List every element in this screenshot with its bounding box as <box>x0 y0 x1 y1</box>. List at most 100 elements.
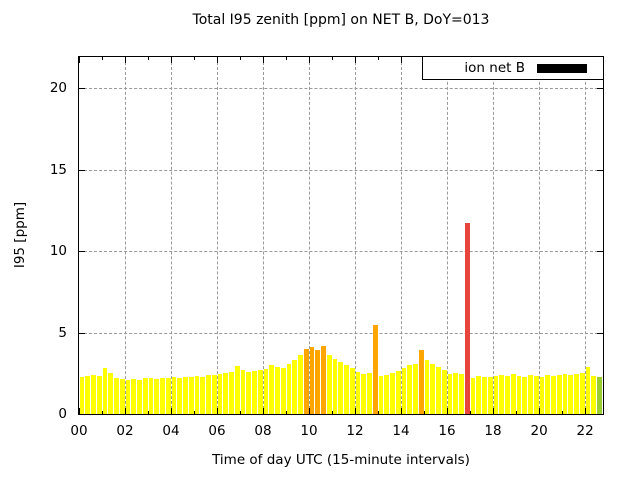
x-tick-top <box>194 57 195 60</box>
bar-01:45 <box>119 379 125 414</box>
bar-09:30 <box>298 355 303 414</box>
bar-00:15 <box>85 375 91 414</box>
bar-09:45 <box>303 348 309 414</box>
bar-12:45 <box>372 325 378 414</box>
x-tick-top <box>79 57 80 63</box>
bar-18:45 <box>510 374 516 414</box>
bar-20:30 <box>551 375 556 414</box>
x-tick-top <box>309 57 310 63</box>
bar-04:45 <box>188 376 194 414</box>
x-tick-bottom <box>286 411 287 414</box>
bar-11:30 <box>344 365 349 414</box>
bar-06:30 <box>229 372 234 414</box>
x-tick-label: 16 <box>438 423 456 439</box>
x-tick-top <box>378 57 379 60</box>
x-tick-top <box>401 57 402 63</box>
x-tick-top <box>102 57 103 60</box>
x-tick-bottom <box>309 408 310 414</box>
bar-07:15 <box>246 371 252 414</box>
vertical-gridline <box>493 57 494 414</box>
legend: ion net B <box>422 57 603 80</box>
y-tick-right <box>597 251 603 252</box>
bar-21:00 <box>562 374 568 414</box>
bar-14:30 <box>413 364 418 414</box>
bar-15:45 <box>441 370 447 414</box>
bar-15:00 <box>424 360 430 414</box>
bar-04:00 <box>171 377 177 414</box>
vertical-gridline <box>171 57 172 414</box>
x-tick-bottom <box>447 408 448 414</box>
x-tick-bottom <box>148 411 149 414</box>
vertical-gridline <box>401 57 402 414</box>
bar-20:00 <box>539 376 545 414</box>
bar-09:15 <box>292 360 298 414</box>
bar-20:15 <box>545 374 551 414</box>
x-tick-top <box>240 57 241 60</box>
bar-12:30 <box>367 373 372 414</box>
x-tick-top <box>171 57 172 63</box>
bar-03:30 <box>160 378 165 414</box>
x-tick-bottom <box>516 411 518 414</box>
legend-swatch-icon <box>537 64 587 73</box>
bar-08:45 <box>280 368 286 414</box>
bar-05:00 <box>194 375 200 414</box>
x-tick-label: 12 <box>346 423 364 439</box>
y-tick-label: 20 <box>49 80 67 96</box>
x-axis-label: Time of day UTC (15-minute intervals) <box>212 452 470 468</box>
y-axis-label: I95 [ppm] <box>12 201 28 269</box>
bar-07:45 <box>257 370 263 414</box>
x-tick-top <box>286 57 287 60</box>
horizontal-gridline <box>79 251 603 252</box>
x-tick-bottom <box>585 408 587 414</box>
bar-07:30 <box>252 370 257 414</box>
bar-07:00 <box>240 370 246 414</box>
bar-03:15 <box>154 379 160 414</box>
bar-19:45 <box>533 375 539 414</box>
horizontal-gridline <box>79 332 603 334</box>
bar-00:45 <box>96 375 102 414</box>
bar-19:00 <box>516 375 522 414</box>
y-tick-right <box>597 332 603 334</box>
vertical-gridline <box>447 57 448 414</box>
x-tick-top <box>355 57 356 63</box>
bar-12:00 <box>355 371 361 414</box>
x-tick-bottom <box>470 411 471 414</box>
vertical-gridline <box>217 57 218 414</box>
vertical-gridline <box>125 57 126 414</box>
bar-14:15 <box>407 365 413 414</box>
x-tick-label: 10 <box>300 423 318 439</box>
bar-15:15 <box>430 363 436 414</box>
x-tick-bottom <box>401 408 402 414</box>
bar-11:15 <box>338 361 344 414</box>
horizontal-gridline <box>79 88 603 89</box>
bar-22:30 <box>597 376 602 414</box>
bar-21:15 <box>568 374 574 414</box>
bar-08:00 <box>263 369 269 414</box>
bar-12:15 <box>361 374 367 414</box>
y-tick-label: 0 <box>58 406 67 422</box>
x-tick-label: 06 <box>208 423 226 439</box>
bar-05:30 <box>206 374 211 414</box>
x-tick-label: 20 <box>530 423 548 439</box>
bar-17:15 <box>476 375 482 414</box>
y-tick-left <box>79 414 85 415</box>
bar-13:30 <box>390 373 395 414</box>
x-tick-label: 18 <box>484 423 502 439</box>
bar-16:00 <box>447 374 453 414</box>
bar-01:30 <box>114 378 119 414</box>
bar-18:15 <box>499 374 505 414</box>
bar-02:45 <box>142 378 148 414</box>
bar-06:00 <box>217 374 223 414</box>
x-tick-bottom <box>378 411 379 414</box>
x-tick-bottom <box>240 411 241 414</box>
bar-02:30 <box>137 379 142 414</box>
y-tick-left <box>79 169 85 171</box>
x-tick-label: 02 <box>116 423 134 439</box>
bar-00:00 <box>79 376 85 414</box>
bar-10:00 <box>309 347 315 414</box>
x-tick-label: 14 <box>392 423 410 439</box>
bar-08:15 <box>269 365 275 414</box>
legend-series-label: ion net B <box>464 60 525 76</box>
bar-13:00 <box>378 375 384 414</box>
x-tick-bottom <box>424 411 425 414</box>
